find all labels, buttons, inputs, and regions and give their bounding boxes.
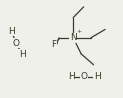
Text: O: O xyxy=(80,72,87,81)
Text: O: O xyxy=(13,39,19,48)
Text: H: H xyxy=(68,72,75,81)
Text: H: H xyxy=(8,27,15,36)
Text: –: – xyxy=(57,37,60,42)
Text: N: N xyxy=(70,33,77,42)
Text: F: F xyxy=(51,40,56,49)
Text: H: H xyxy=(19,50,25,59)
Text: +: + xyxy=(77,29,82,34)
Text: H: H xyxy=(94,72,100,81)
